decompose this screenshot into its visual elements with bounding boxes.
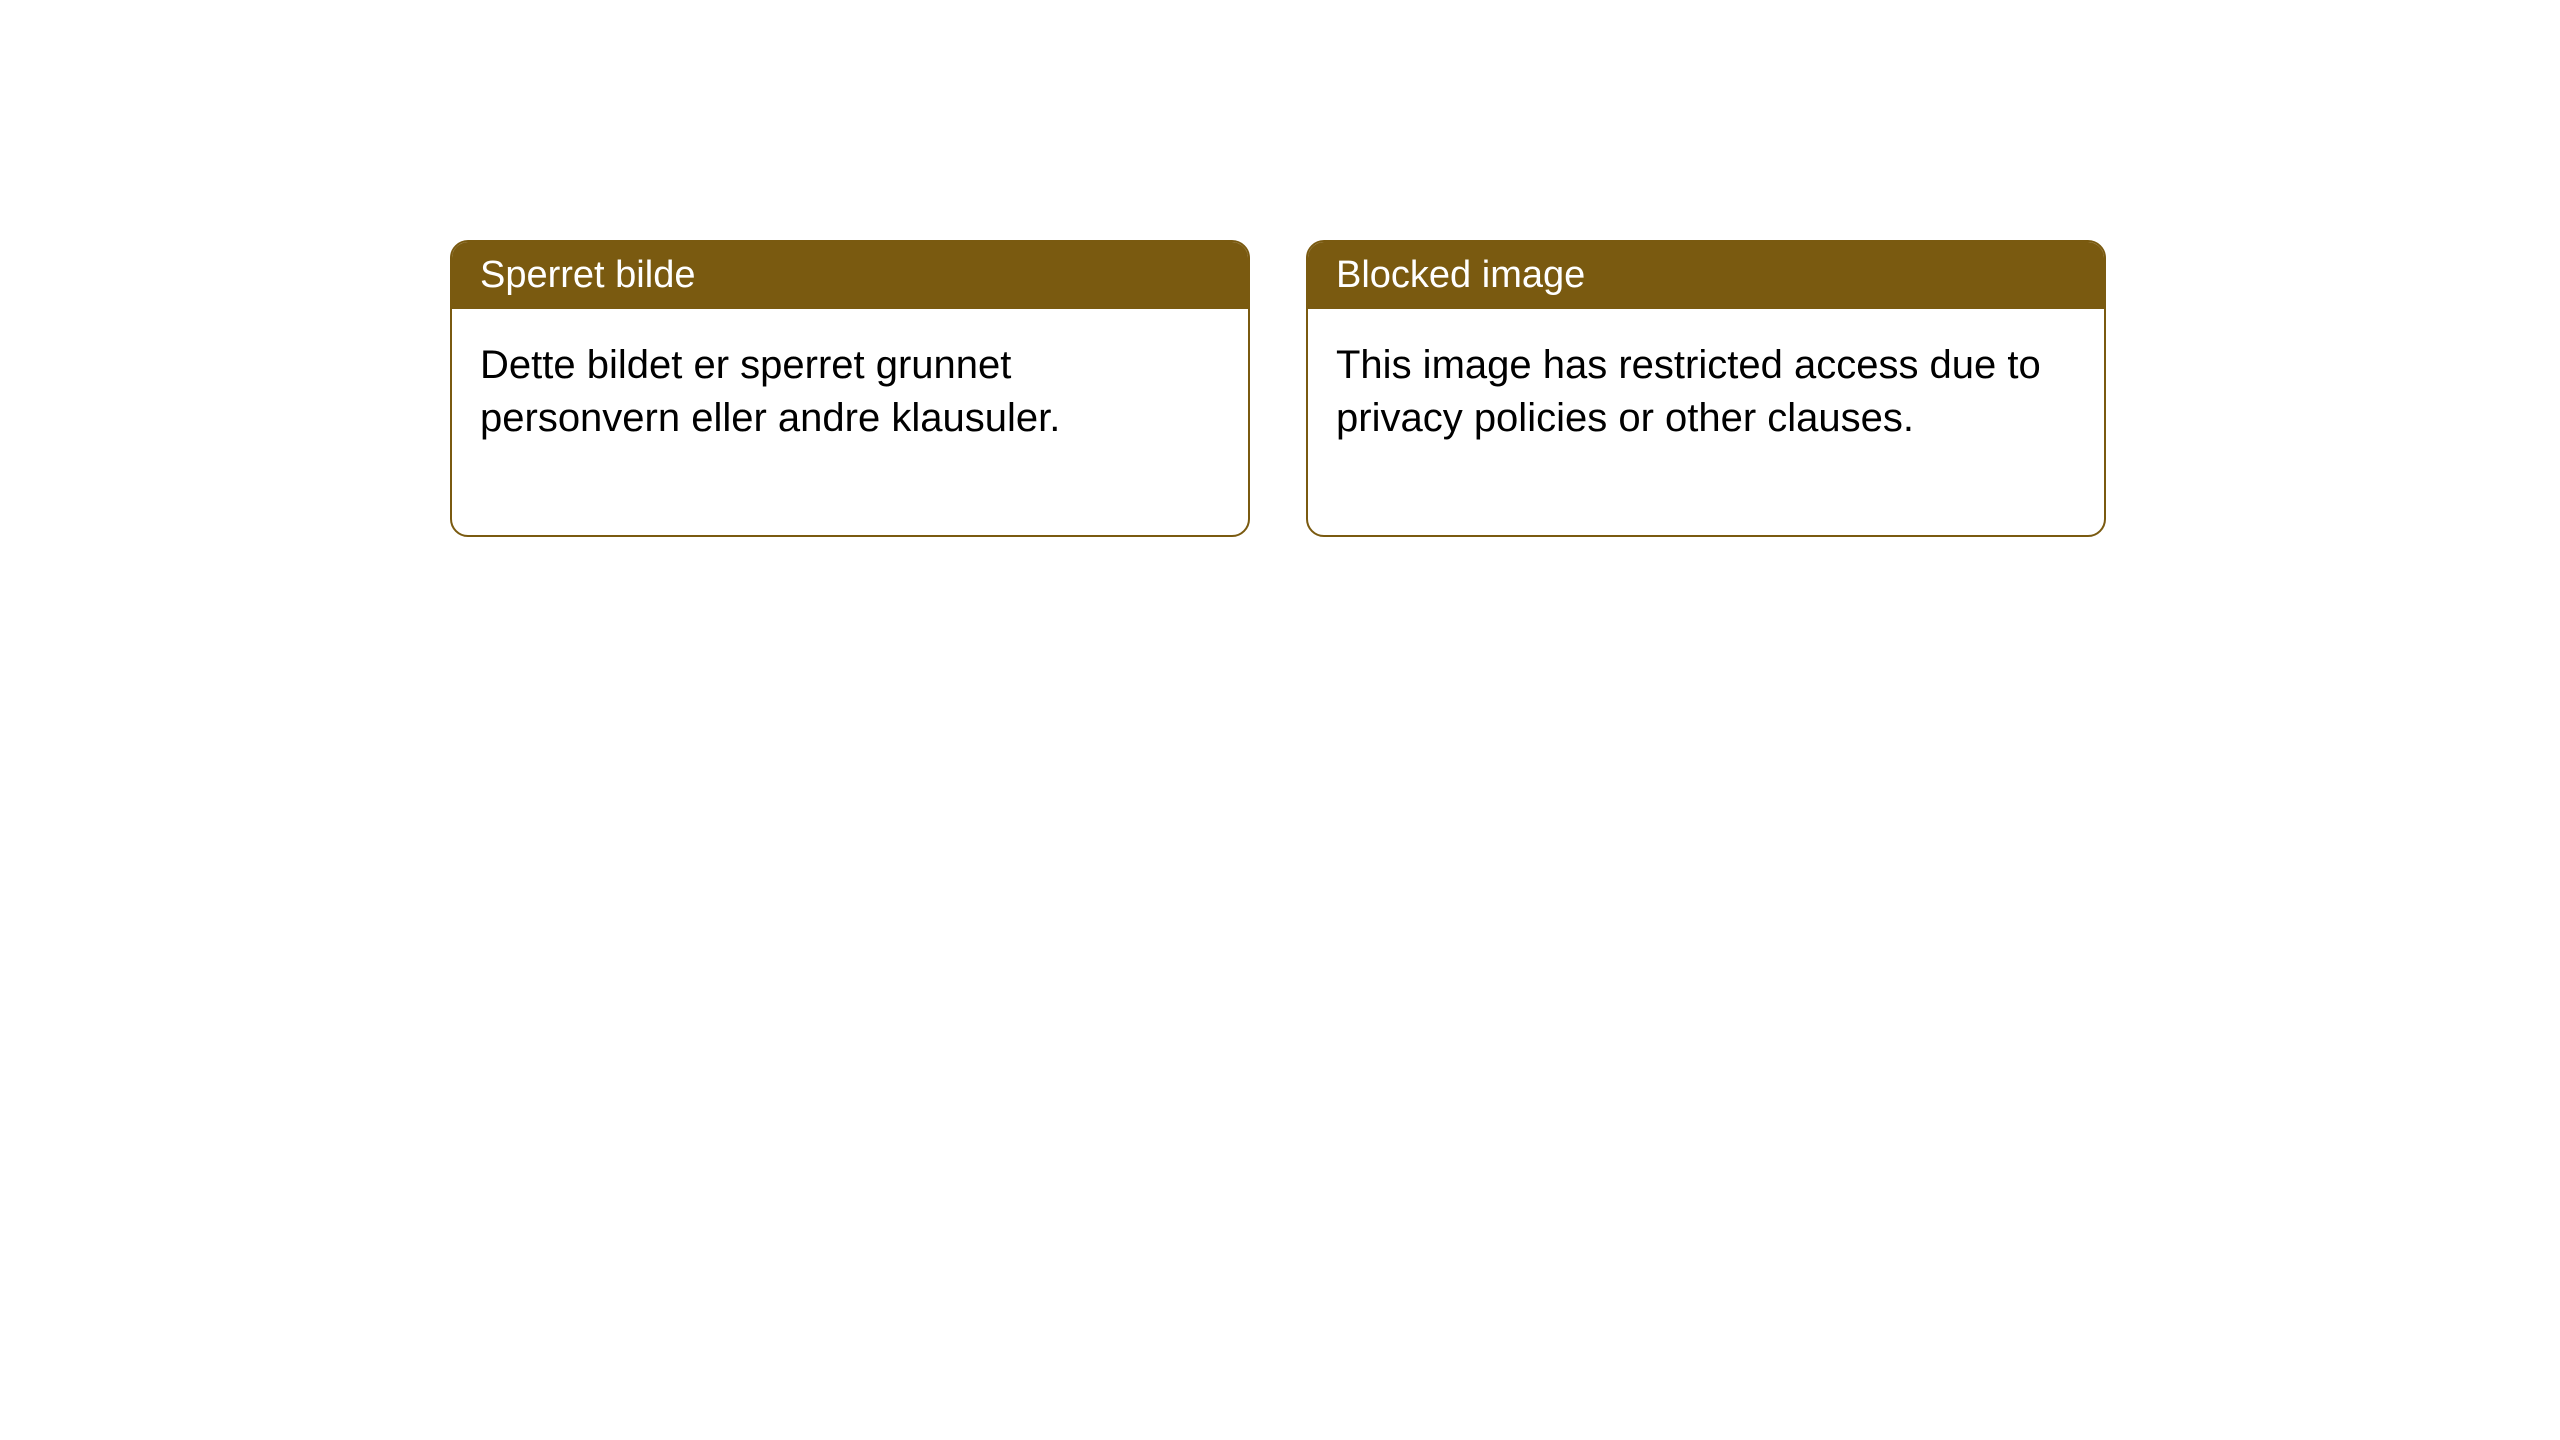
notice-body-english: This image has restricted access due to … (1308, 309, 2104, 535)
notice-card-norwegian: Sperret bilde Dette bildet er sperret gr… (450, 240, 1250, 537)
notice-title-english: Blocked image (1308, 242, 2104, 309)
notice-card-english: Blocked image This image has restricted … (1306, 240, 2106, 537)
notice-body-norwegian: Dette bildet er sperret grunnet personve… (452, 309, 1248, 535)
notice-container: Sperret bilde Dette bildet er sperret gr… (450, 240, 2106, 537)
notice-title-norwegian: Sperret bilde (452, 242, 1248, 309)
